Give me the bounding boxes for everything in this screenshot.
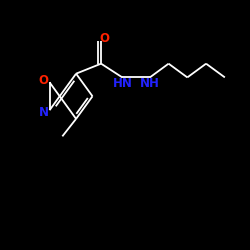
Text: HN: HN	[112, 77, 132, 90]
Text: O: O	[38, 74, 48, 87]
Text: NH: NH	[140, 77, 160, 90]
Text: N: N	[39, 106, 49, 119]
Text: O: O	[99, 32, 109, 45]
